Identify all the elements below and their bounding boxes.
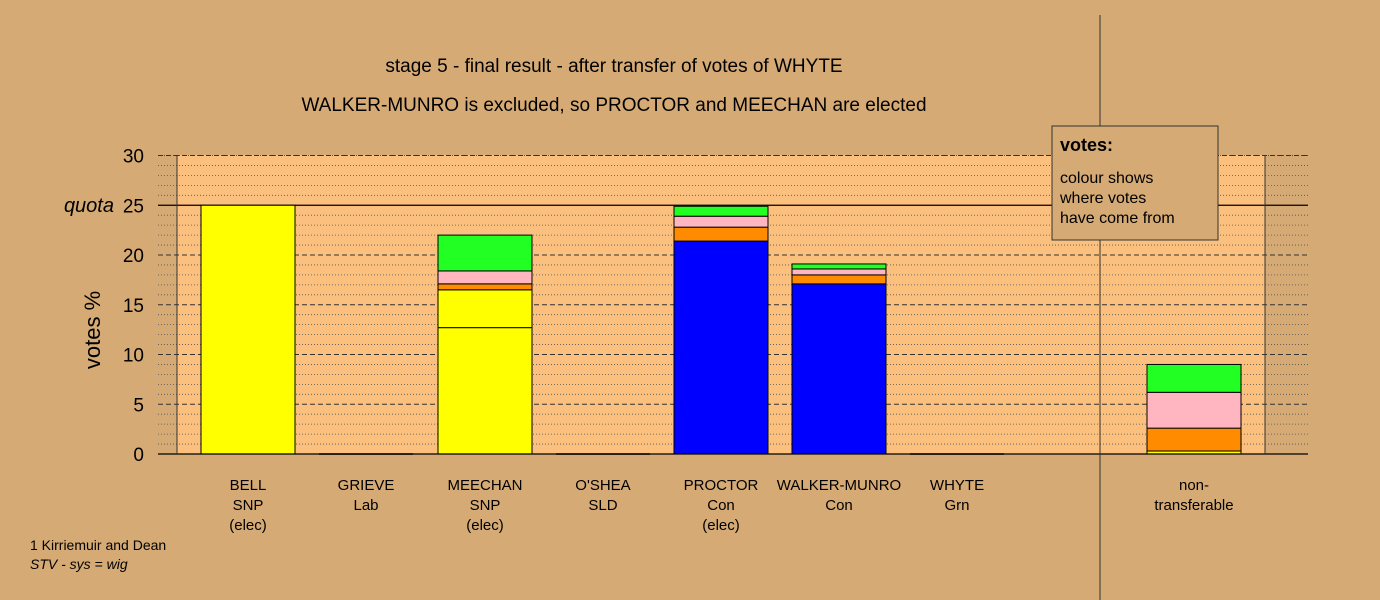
candidate-label: non- — [1179, 477, 1209, 494]
bar-segment — [673, 215, 769, 228]
legend-box — [1051, 125, 1219, 241]
y-tick-label: 5 — [133, 395, 144, 416]
candidate-label: MEECHAN — [447, 477, 522, 494]
bar-segment — [437, 283, 533, 291]
candidate-label: Lab — [353, 497, 378, 514]
y-tick-label: 15 — [123, 296, 144, 317]
y-tick-label: 0 — [133, 445, 144, 466]
candidate-label: O'SHEA — [575, 477, 630, 494]
nontransferable-segment — [1146, 391, 1242, 429]
candidate-labels: BELL SNP (elec) GRIEVE Lab MEECHAN SNP (elec) O'… — [229, 477, 1233, 534]
candidate-label: WALKER-MUNRO — [777, 477, 901, 494]
candidate-label: BELL — [230, 477, 267, 494]
legend-line: colour shows — [1060, 170, 1153, 187]
candidate-label: GRIEVE — [338, 477, 395, 494]
y-ticks: 0 5 10 15 20 25 30 — [123, 147, 144, 467]
candidate-label: Con — [707, 497, 735, 514]
bar-segment — [200, 204, 296, 455]
legend-line: have come from — [1060, 210, 1175, 227]
bar-segment — [673, 205, 769, 217]
candidate-label: Con — [825, 497, 853, 514]
bar-segment — [437, 270, 533, 285]
y-tick-label: 10 — [123, 346, 144, 367]
bar-segment — [791, 263, 887, 270]
footer-system: STV - sys = wig — [30, 556, 128, 572]
y-tick-label: 30 — [123, 147, 144, 168]
legend: votes: colour shows where votes have com… — [1051, 125, 1219, 241]
chart-subtitle: WALKER-MUNRO is excluded, so PROCTOR and… — [301, 95, 926, 116]
legend-title: votes: — [1060, 135, 1113, 155]
quota-label: quota — [64, 195, 114, 217]
candidate-label: (elec) — [229, 517, 267, 534]
bar-segment — [791, 274, 887, 285]
candidate-label: Grn — [944, 497, 969, 514]
bar-segment — [437, 327, 533, 455]
candidate-label: (elec) — [466, 517, 504, 534]
y-axis-label: votes % — [80, 291, 105, 369]
y-tick-label: 20 — [123, 246, 144, 267]
bar-segment — [791, 283, 887, 455]
candidate-label: SLD — [588, 497, 617, 514]
candidate-label: (elec) — [702, 517, 740, 534]
candidate-label: transferable — [1154, 497, 1233, 514]
bar-segment — [673, 240, 769, 455]
chart-title: stage 5 - final result - after transfer … — [385, 56, 842, 77]
bar-segment — [437, 289, 533, 329]
bar-segment — [437, 234, 533, 272]
bars — [200, 204, 1242, 455]
candidate-label: WHYTE — [930, 477, 984, 494]
legend-line: where votes — [1059, 190, 1146, 207]
axes — [158, 15, 1308, 600]
bar-segment — [673, 226, 769, 242]
candidate-label: SNP — [470, 497, 501, 514]
nontransferable-segment — [1146, 427, 1242, 452]
nontransferable-segment — [1146, 363, 1242, 393]
candidate-label: SNP — [233, 497, 264, 514]
candidate-label: PROCTOR — [684, 477, 759, 494]
bar-segment — [791, 268, 887, 276]
y-tick-label: 25 — [123, 196, 144, 217]
footer-ward: 1 Kirriemuir and Dean — [30, 537, 166, 553]
